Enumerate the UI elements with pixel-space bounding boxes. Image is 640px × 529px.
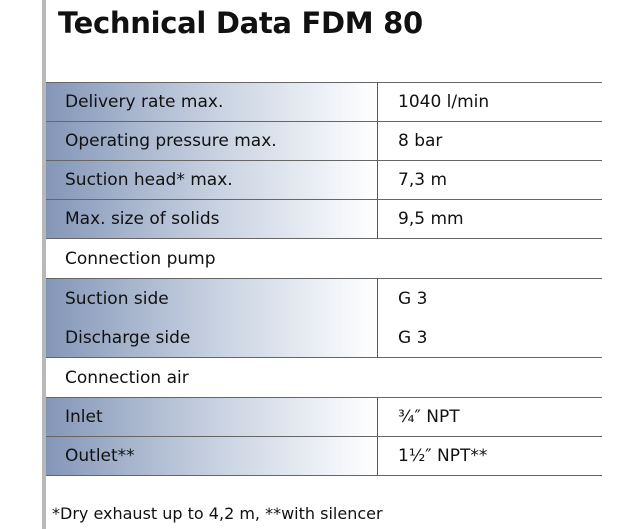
row-value: G 3 — [398, 328, 428, 348]
row-value: G 3 — [398, 289, 428, 309]
page-title: Technical Data FDM 80 — [58, 6, 423, 40]
row-value: ¾″ NPT — [398, 407, 460, 427]
section-heading-connection-air: Connection air — [46, 358, 602, 398]
row-label: Outlet** — [46, 437, 378, 475]
row-value: 8 bar — [398, 131, 443, 151]
row-label: Operating pressure max. — [46, 122, 378, 160]
row-label: Suction side — [46, 279, 378, 319]
row-label: Inlet — [46, 398, 378, 436]
row-label: Discharge side — [46, 319, 378, 357]
row-value: 9,5 mm — [398, 209, 464, 229]
row-value: 1½″ NPT** — [398, 446, 488, 466]
row-label: Delivery rate max. — [46, 83, 378, 121]
table-row: Inlet ¾″ NPT — [46, 398, 602, 437]
table-row: Outlet** 1½″ NPT** — [46, 437, 602, 476]
table-row: Discharge side G 3 — [46, 319, 602, 358]
table-row: Suction side G 3 — [46, 279, 602, 319]
left-margin-rule — [42, 0, 46, 529]
table-row: Delivery rate max. 1040 l/min — [46, 83, 602, 122]
section-heading-connection-pump: Connection pump — [46, 239, 602, 279]
footnote: *Dry exhaust up to 4,2 m, **with silence… — [52, 504, 383, 523]
technical-data-table: Delivery rate max. 1040 l/min Operating … — [46, 82, 602, 476]
row-value: 1040 l/min — [398, 92, 490, 112]
row-label: Max. size of solids — [46, 200, 378, 238]
row-label: Suction head* max. — [46, 161, 378, 199]
table-row: Operating pressure max. 8 bar — [46, 122, 602, 161]
table-row: Max. size of solids 9,5 mm — [46, 200, 602, 239]
table-row: Suction head* max. 7,3 m — [46, 161, 602, 200]
row-value: 7,3 m — [398, 170, 447, 190]
